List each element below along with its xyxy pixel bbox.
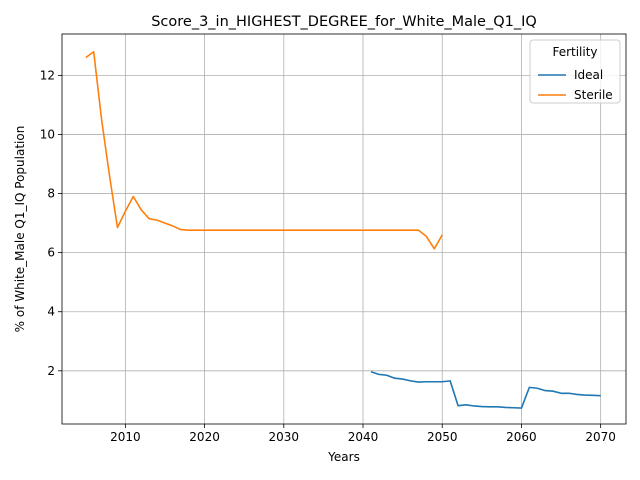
y-tick-label: 4 bbox=[47, 305, 55, 319]
x-tick-label: 2050 bbox=[427, 430, 458, 444]
legend-title: Fertility bbox=[552, 45, 597, 59]
legend-label-sterile: Sterile bbox=[574, 88, 613, 102]
y-axis-label: % of White_Male Q1_IQ Population bbox=[13, 126, 27, 333]
y-tick-label: 10 bbox=[40, 127, 55, 141]
chart-title: Score_3_in_HIGHEST_DEGREE_for_White_Male… bbox=[151, 14, 537, 30]
y-axis: 2 4 6 8 10 12 bbox=[40, 68, 62, 378]
x-tick-label: 2010 bbox=[110, 430, 141, 444]
x-tick-label: 2020 bbox=[189, 430, 220, 444]
x-tick-label: 2030 bbox=[269, 430, 300, 444]
legend-label-ideal: Ideal bbox=[574, 68, 603, 82]
x-tick-label: 2040 bbox=[348, 430, 379, 444]
x-axis: 2010 2020 2030 2040 2050 2060 2070 bbox=[110, 424, 616, 444]
y-tick-label: 2 bbox=[47, 364, 55, 378]
plot-frame bbox=[61, 33, 627, 425]
series-line-sterile bbox=[85, 50, 443, 250]
y-tick-label: 6 bbox=[47, 246, 55, 260]
legend: Fertility Ideal Sterile bbox=[529, 39, 621, 104]
grid bbox=[62, 34, 626, 424]
x-axis-label: Years bbox=[327, 450, 360, 464]
y-tick-label: 12 bbox=[40, 68, 55, 82]
series-line-ideal bbox=[370, 370, 601, 409]
series-layer bbox=[85, 50, 601, 409]
legend-box bbox=[529, 39, 621, 104]
y-tick-label: 8 bbox=[47, 187, 55, 201]
x-tick-label: 2070 bbox=[585, 430, 616, 444]
x-tick-label: 2060 bbox=[506, 430, 537, 444]
